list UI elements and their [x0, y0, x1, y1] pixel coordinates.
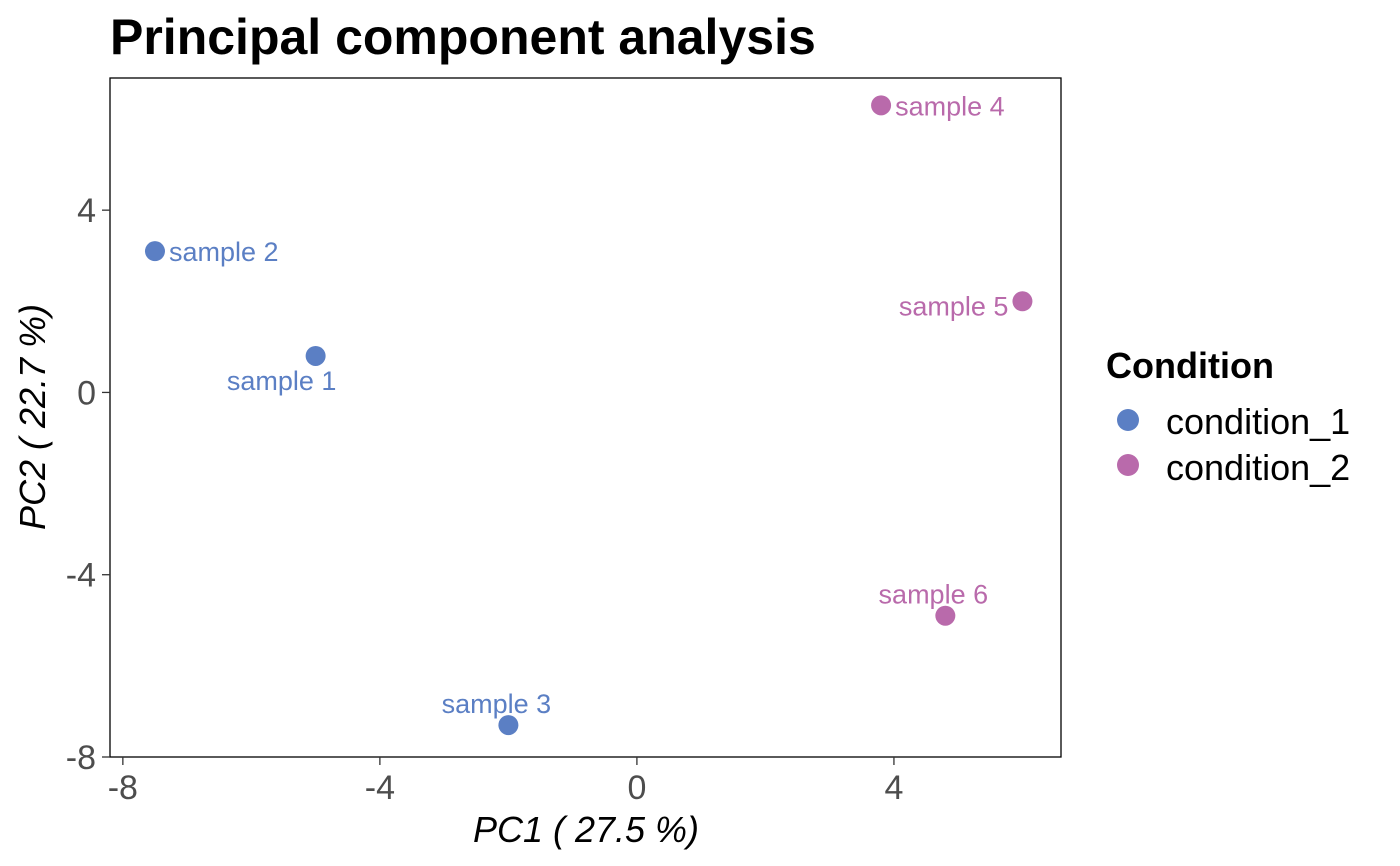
y-tick-label: 0 [77, 374, 96, 412]
point-sample-5 [1012, 291, 1033, 312]
point-sample-6 [935, 605, 956, 626]
legend: Condition condition_1 condition_2 [1106, 345, 1350, 488]
point-sample-4 [871, 95, 892, 116]
point-label: sample 3 [442, 689, 552, 719]
y-axis: -8 -4 0 4 [66, 192, 110, 777]
data-points: sample 1 sample 2 sample 3 sample 4 sample 5… [144, 91, 1033, 736]
point-label: sample 4 [895, 91, 1005, 121]
chart-title: Principal component analysis [110, 9, 816, 65]
x-tick-label: -4 [365, 769, 395, 807]
point-sample-1 [305, 345, 326, 366]
point-label: sample 2 [169, 237, 279, 267]
x-axis-label: PC1 ( 27.5 %) [473, 809, 699, 850]
point-sample-3 [498, 715, 519, 736]
y-tick-label: 4 [77, 192, 96, 230]
point-label: sample 6 [879, 580, 989, 610]
point-label: sample 5 [899, 291, 1009, 321]
x-tick-label: -8 [108, 769, 138, 807]
plot-panel [109, 77, 1062, 758]
point-label: sample 1 [227, 366, 337, 396]
legend-key-condition-2 [1117, 454, 1139, 476]
x-tick-label: 4 [884, 769, 903, 807]
legend-key-condition-1 [1117, 409, 1139, 431]
legend-title: Condition [1106, 345, 1274, 386]
point-sample-2 [144, 241, 165, 262]
legend-label-condition-1: condition_1 [1166, 401, 1350, 442]
y-axis-label: PC2 ( 22.7 %) [12, 304, 53, 530]
y-tick-label: -4 [66, 557, 96, 595]
y-tick-label: -8 [66, 739, 96, 777]
legend-label-condition-2: condition_2 [1166, 447, 1350, 488]
x-axis: -8 -4 0 4 [108, 757, 903, 807]
x-tick-label: 0 [627, 769, 646, 807]
